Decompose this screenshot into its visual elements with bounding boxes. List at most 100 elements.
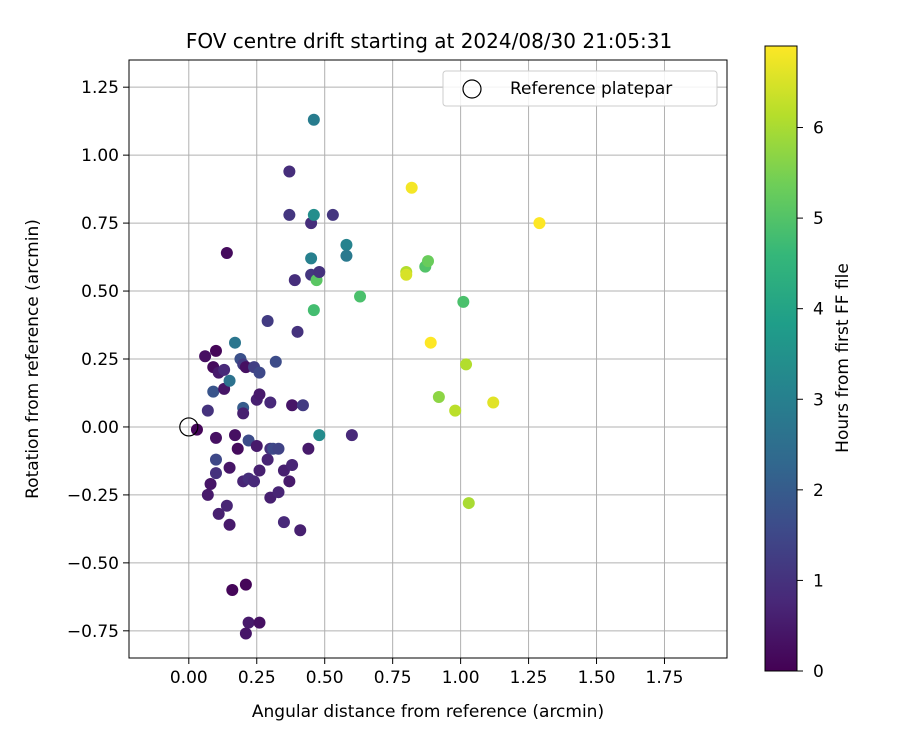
y-tick-label: −0.50 [67,554,119,574]
data-point [272,442,285,455]
data-point [424,336,437,349]
data-point [261,314,274,327]
data-point [345,429,358,442]
y-tick-label: 0.25 [81,350,119,370]
x-tick-label: 0.25 [238,668,276,688]
data-point [288,274,301,287]
data-point [272,486,285,499]
x-tick-label: 0.00 [170,668,208,688]
grid [129,60,727,658]
legend-marker [462,79,482,99]
colorbar-tick-label: 6 [813,119,824,139]
data-point [220,246,233,259]
y-tick-label: −0.25 [67,486,119,506]
data-point [302,442,315,455]
y-tick-label: 1.00 [81,146,119,166]
x-tick-label: 1.00 [442,668,480,688]
data-point [229,336,242,349]
data-point [313,429,326,442]
data-point [204,478,217,491]
x-tick-label: 1.25 [510,668,548,688]
colorbar-tick-label: 5 [813,209,824,229]
colorbar-frame [764,45,798,672]
legend: Reference platepar [442,70,718,107]
data-point [209,453,222,466]
data-point [207,385,220,398]
data-point [326,208,339,221]
x-tick-label: 0.50 [306,668,344,688]
data-point [218,363,231,376]
data-point [209,431,222,444]
data-point [223,461,236,474]
colorbar-ticks: 0 1 2 3 4 5 6 [797,119,824,682]
data-point [229,429,242,442]
data-point [231,442,244,455]
x-tick-label: 1.75 [646,668,684,688]
colorbar-gradient [765,46,797,671]
data-point [209,467,222,480]
data-point [253,616,266,629]
data-point [239,627,252,640]
y-tick-label: 1.25 [81,78,119,98]
data-point [432,391,445,404]
x-axis-ticks: 0.00 0.25 0.50 0.75 1.00 1.25 1.50 1.75 [170,658,684,688]
data-point [291,325,304,338]
colorbar-tick-label: 3 [813,390,824,410]
data-point [223,374,236,387]
data-point [283,165,296,178]
data-point [487,396,500,409]
colorbar-tick-label: 1 [813,571,824,591]
data-point [223,518,236,531]
y-axis-ticks: −0.75 −0.50 −0.25 0.00 0.25 0.50 0.75 1.00 1.25 [67,78,129,642]
data-point [277,516,290,529]
data-point [422,255,434,268]
data-point [199,350,212,363]
data-point [307,113,320,126]
data-point [237,407,250,420]
data-point [201,488,214,501]
x-tick-label: 0.75 [374,668,412,688]
data-point [253,366,266,379]
data-point [457,295,470,308]
data-points [190,113,546,640]
data-point [253,388,266,401]
data-point [340,238,353,251]
data-point [460,358,473,371]
data-point [226,584,239,597]
data-point [264,396,277,409]
data-point [269,355,282,368]
colorbar: 0 1 2 3 4 5 6 Hours from first FF file [764,45,853,682]
data-point [253,464,266,477]
legend-label: Reference platepar [510,79,672,99]
data-point [296,399,309,412]
colorbar-label: Hours from first FF file [833,263,853,453]
colorbar-tick-label: 0 [813,662,824,682]
data-point [313,266,326,279]
legend-box [442,70,718,107]
data-point [533,217,546,230]
x-axis-label: Angular distance from reference (arcmin) [252,702,604,722]
data-point [209,344,222,357]
data-point [212,507,225,520]
y-tick-label: 0.00 [81,418,119,438]
data-point [283,475,296,488]
data-point [242,616,255,629]
data-point [307,304,320,317]
data-point [354,290,367,303]
y-axis-label: Rotation from reference (arcmin) [23,219,43,499]
data-point [405,181,418,194]
data-point [400,268,413,281]
data-point [239,578,252,591]
data-point [248,475,261,488]
data-point [340,249,353,262]
data-point [286,399,299,412]
y-tick-label: 0.75 [81,214,119,234]
chart-title: FOV centre drift starting at 2024/08/30 … [186,29,672,53]
data-point [305,252,318,265]
data-point [294,524,307,537]
colorbar-tick-label: 2 [813,481,824,501]
data-point [449,404,462,417]
colorbar-tick-label: 4 [813,300,824,320]
y-tick-label: 0.50 [81,282,119,302]
data-point [261,453,274,466]
